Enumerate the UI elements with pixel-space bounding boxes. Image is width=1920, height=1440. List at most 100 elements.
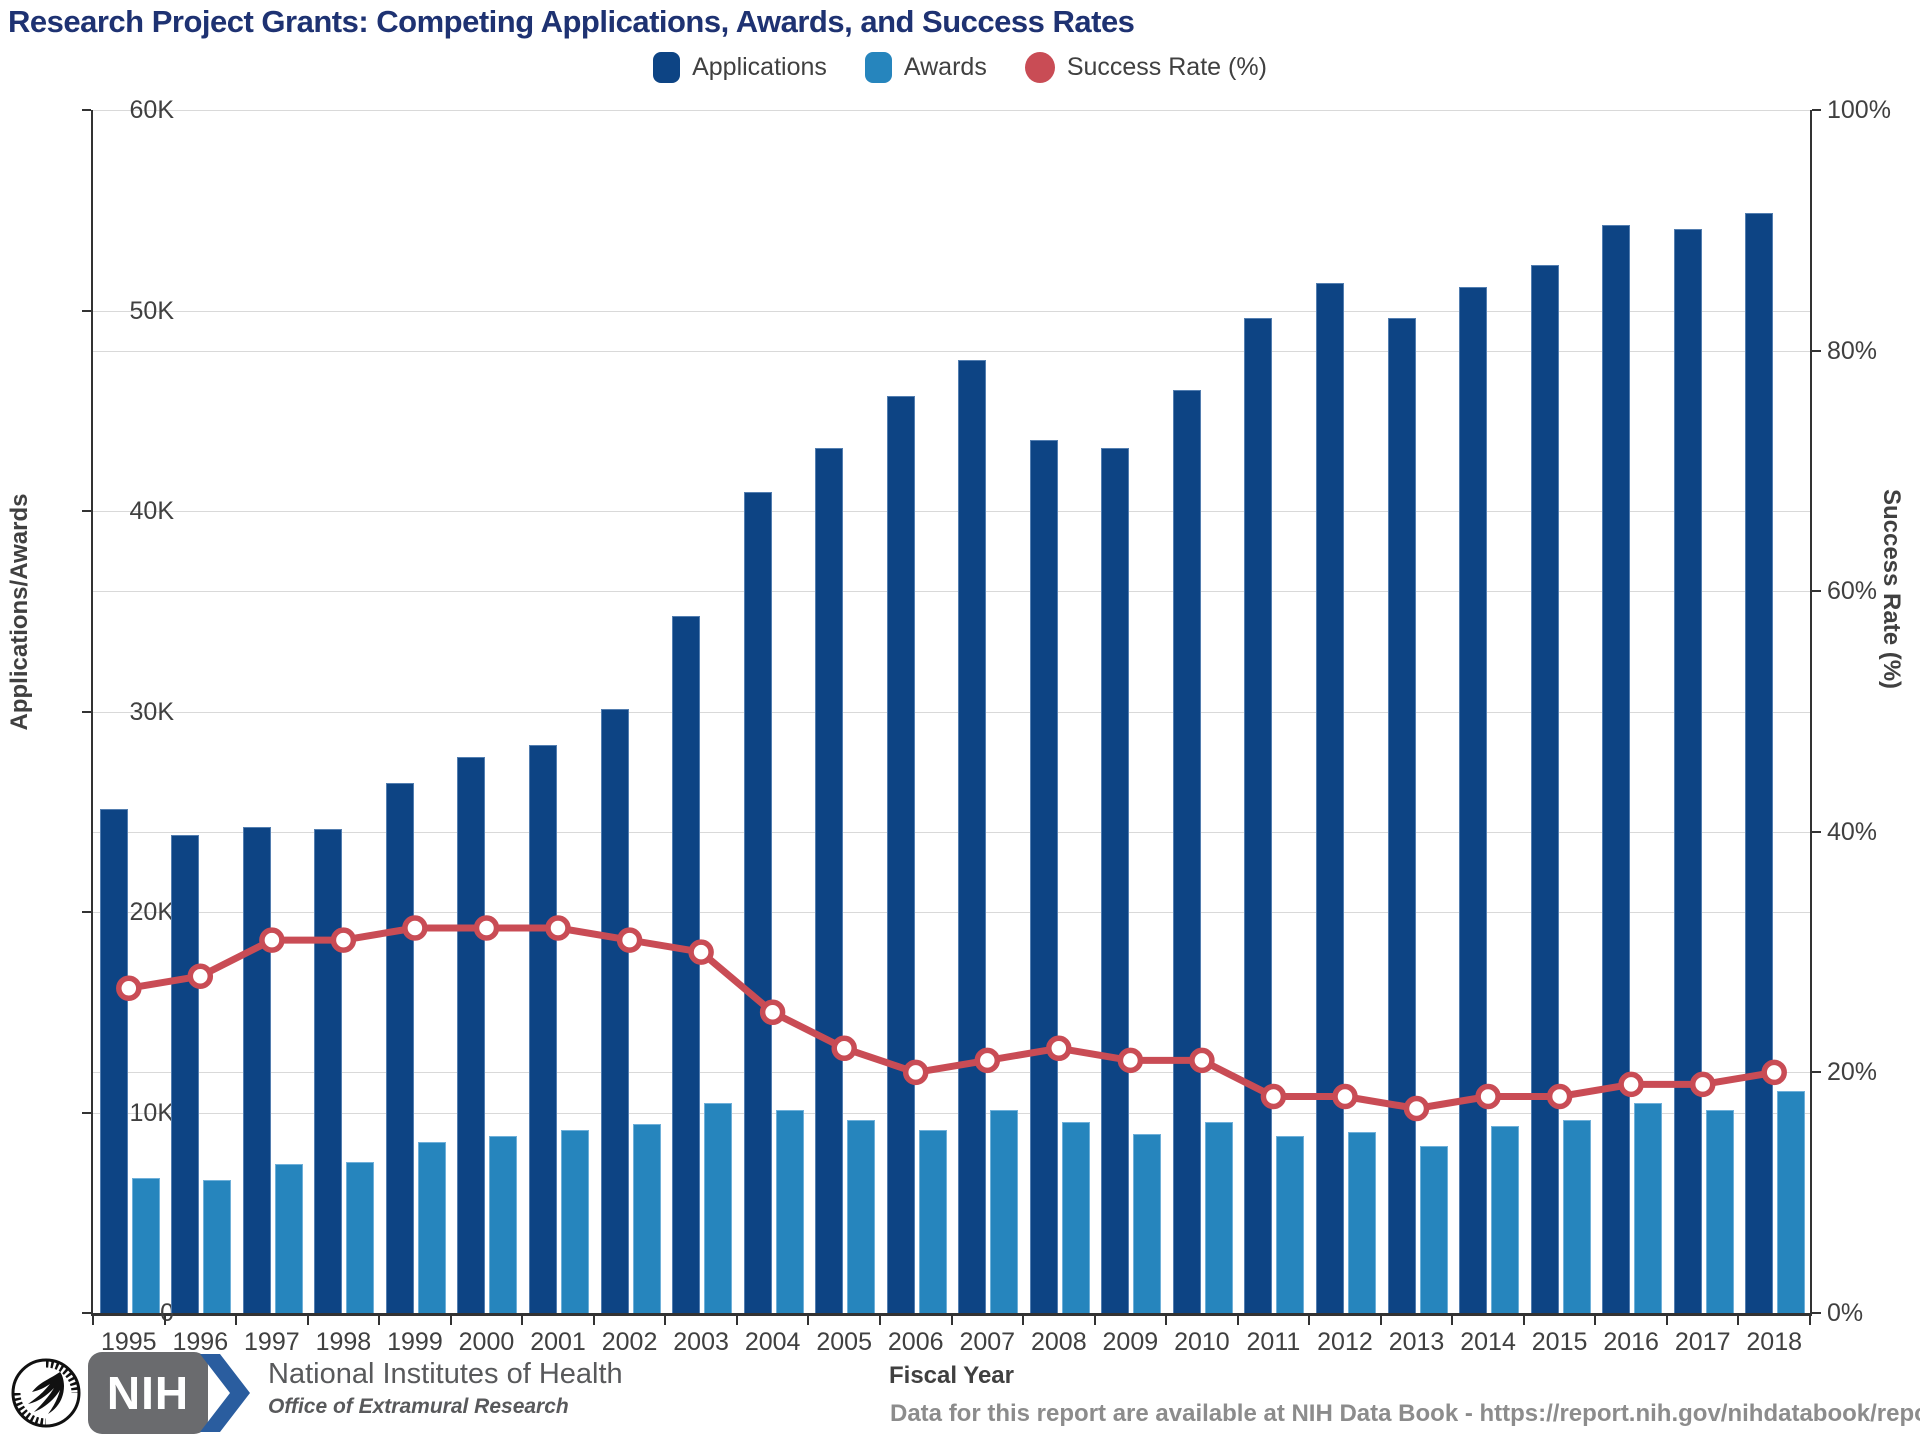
- applications-bar-2004[interactable]: [743, 491, 772, 1313]
- success-rate-point-2000[interactable]: [473, 915, 500, 941]
- x-axis-year-label: 2014: [1460, 1328, 1516, 1356]
- applications-bar-2006[interactable]: [886, 395, 915, 1313]
- success-rate-point-2013[interactable]: [1403, 1095, 1430, 1122]
- awards-bar-2006[interactable]: [918, 1129, 947, 1313]
- awards-bar-2003[interactable]: [704, 1103, 733, 1313]
- applications-bar-2010[interactable]: [1172, 389, 1201, 1313]
- success-rate-point-1995[interactable]: [116, 975, 142, 1001]
- left-axis-tick-label: 20K: [129, 898, 174, 926]
- right-axis-tick-label: 80%: [1827, 336, 1878, 365]
- right-axis-tick-label: 20%: [1827, 1058, 1878, 1087]
- applications-bar-2014[interactable]: [1459, 287, 1488, 1313]
- awards-bar-2004[interactable]: [775, 1109, 804, 1313]
- x-axis-year-label: 1995: [100, 1328, 157, 1356]
- left-axis-tick-label: 30K: [129, 697, 174, 726]
- awards-bar-1996[interactable]: [203, 1179, 232, 1313]
- right-axis-tick-label: 100%: [1827, 96, 1891, 124]
- success-rate-point-2001[interactable]: [545, 915, 571, 941]
- legend-item-applications[interactable]: Applications: [653, 52, 827, 83]
- success-rate-point-1997[interactable]: [259, 927, 285, 953]
- x-axis-tick-mark: [1379, 1313, 1382, 1325]
- success-rate-point-1998[interactable]: [330, 927, 357, 953]
- applications-bar-2007[interactable]: [958, 359, 987, 1313]
- success-rate-point-2012[interactable]: [1332, 1083, 1358, 1110]
- applications-bar-2011[interactable]: [1244, 317, 1273, 1313]
- applications-bar-2002[interactable]: [600, 708, 629, 1313]
- applications-bar-1997[interactable]: [242, 826, 271, 1313]
- applications-bar-1996[interactable]: [171, 834, 200, 1313]
- applications-bar-2001[interactable]: [529, 744, 558, 1313]
- legend-item-success-rate[interactable]: Success Rate (%): [1024, 52, 1267, 83]
- x-axis-year-label: 2003: [673, 1328, 729, 1356]
- awards-bar-2018[interactable]: [1777, 1091, 1806, 1313]
- right-axis-line: [1810, 110, 1812, 1313]
- awards-bar-2009[interactable]: [1133, 1133, 1162, 1313]
- success-rate-point-2004[interactable]: [759, 999, 786, 1026]
- success-rate-point-2003[interactable]: [688, 939, 714, 965]
- success-rate-point-2010[interactable]: [1189, 1047, 1215, 1074]
- applications-bar-2012[interactable]: [1315, 283, 1344, 1313]
- x-axis-tick-mark: [92, 1313, 94, 1325]
- x-axis-year-label: 2005: [816, 1328, 872, 1356]
- awards-bar-2010[interactable]: [1204, 1121, 1233, 1313]
- awards-bar-2005[interactable]: [847, 1119, 876, 1313]
- awards-bar-2012[interactable]: [1347, 1131, 1376, 1313]
- applications-bar-2009[interactable]: [1101, 447, 1130, 1313]
- applications-bar-2017[interactable]: [1673, 229, 1702, 1313]
- gridline: [93, 1113, 1810, 1114]
- legend-item-awards[interactable]: Awards: [864, 52, 987, 83]
- success-rate-point-2018[interactable]: [1761, 1059, 1787, 1086]
- success-rate-point-2016[interactable]: [1618, 1071, 1644, 1098]
- awards-bar-2016[interactable]: [1634, 1103, 1663, 1313]
- success-rate-point-2007[interactable]: [974, 1047, 1001, 1074]
- awards-bar-2017[interactable]: [1705, 1109, 1734, 1313]
- success-rate-point-2008[interactable]: [1046, 1035, 1072, 1062]
- applications-bar-2008[interactable]: [1029, 439, 1058, 1313]
- applications-bar-2003[interactable]: [672, 616, 701, 1313]
- awards-bar-1998[interactable]: [346, 1161, 375, 1313]
- applications-bar-2015[interactable]: [1530, 265, 1559, 1313]
- applications-bar-2013[interactable]: [1387, 317, 1416, 1313]
- legend-label: Awards: [903, 53, 987, 81]
- org-text-block: National Institutes of Health Office of …: [268, 1358, 623, 1419]
- awards-bar-1995[interactable]: [131, 1177, 160, 1313]
- success-rate-point-2014[interactable]: [1475, 1083, 1501, 1110]
- success-rate-point-2015[interactable]: [1546, 1083, 1573, 1110]
- success-rate-point-2006[interactable]: [902, 1059, 929, 1086]
- awards-bar-2011[interactable]: [1276, 1135, 1305, 1313]
- awards-bar-2015[interactable]: [1562, 1119, 1591, 1313]
- gridline: [93, 351, 1810, 352]
- awards-bar-2014[interactable]: [1491, 1125, 1520, 1313]
- x-axis-tick-mark: [378, 1313, 381, 1325]
- success-rate-point-2005[interactable]: [831, 1035, 857, 1062]
- legend-swatch-icon: [864, 52, 892, 83]
- x-axis-year-label: 2018: [1746, 1328, 1803, 1356]
- x-axis-tick-mark: [735, 1313, 738, 1325]
- applications-bar-2016[interactable]: [1602, 225, 1631, 1313]
- applications-bar-1998[interactable]: [314, 828, 343, 1313]
- applications-bar-2018[interactable]: [1745, 213, 1774, 1313]
- awards-bar-1999[interactable]: [417, 1141, 446, 1313]
- awards-bar-2002[interactable]: [632, 1123, 661, 1313]
- x-axis-tick-mark: [1093, 1313, 1096, 1325]
- success-rate-point-1996[interactable]: [187, 963, 214, 989]
- applications-bar-2000[interactable]: [457, 756, 486, 1313]
- plot-canvas: 0 10K 20K 30K 40K 50K 60K 0% 20% 40% 60% 80% 100% 199…: [82, 96, 1891, 1356]
- awards-bar-2007[interactable]: [990, 1109, 1019, 1313]
- applications-bar-1999[interactable]: [385, 782, 414, 1313]
- nih-logo: NIH: [88, 1352, 208, 1434]
- awards-bar-1997[interactable]: [274, 1163, 303, 1313]
- applications-bar-2005[interactable]: [815, 447, 844, 1313]
- awards-bar-2008[interactable]: [1061, 1121, 1090, 1313]
- success-rate-point-2017[interactable]: [1689, 1071, 1716, 1098]
- awards-bar-2000[interactable]: [489, 1135, 518, 1313]
- left-axis-tick-mark: [82, 911, 91, 913]
- success-rate-point-2011[interactable]: [1260, 1083, 1287, 1110]
- awards-bar-2013[interactable]: [1419, 1145, 1448, 1313]
- success-rate-point-2002[interactable]: [616, 927, 643, 953]
- x-axis-year-label: 2016: [1603, 1328, 1659, 1356]
- applications-bar-1995[interactable]: [99, 808, 128, 1313]
- awards-bar-2001[interactable]: [561, 1129, 590, 1313]
- success-rate-point-1999[interactable]: [402, 915, 428, 941]
- success-rate-point-2009[interactable]: [1117, 1047, 1144, 1074]
